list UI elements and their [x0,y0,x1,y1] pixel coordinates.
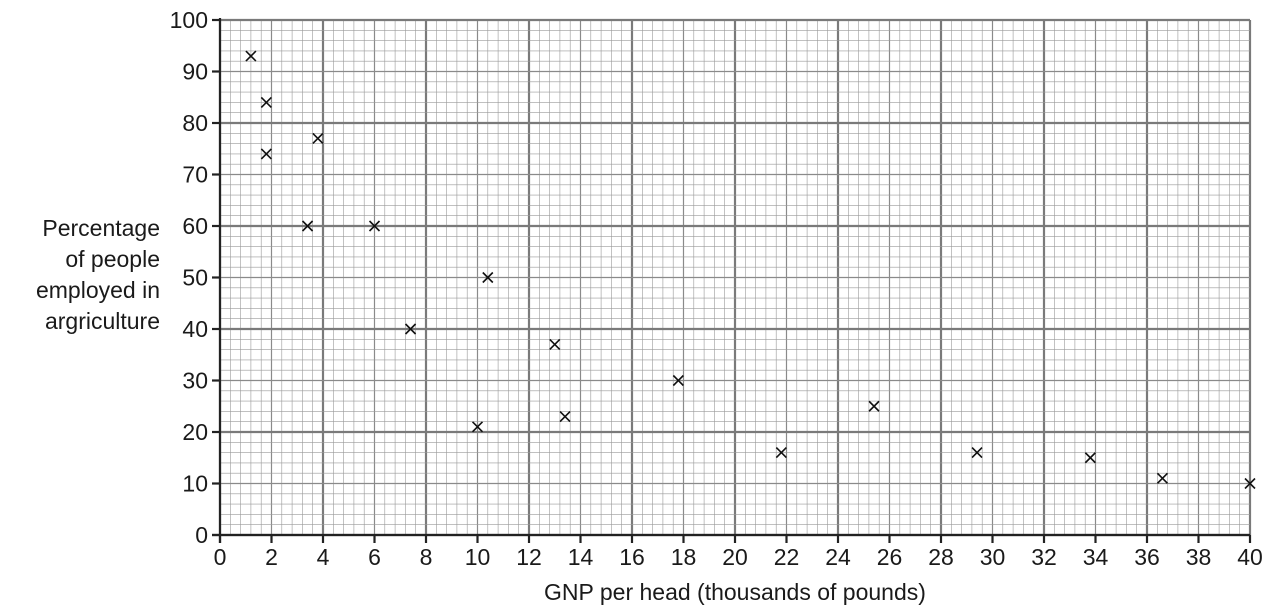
x-tick-label: 28 [928,544,954,570]
x-tick-label: 24 [825,544,851,570]
x-tick-labels: 0 2 4 6 8 10 12 14 16 18 20 22 24 26 28 30 32 34 36 38 40 [214,544,1263,570]
data-point [482,271,494,284]
x-tick-label: 14 [568,544,594,570]
data-point [404,323,417,335]
y-axis-title-line-1: Percentage [42,215,160,241]
x-tick-label: 10 [465,544,491,570]
data-point [559,410,571,423]
y-tick-label: 80 [182,110,208,136]
data-point [549,338,561,351]
y-tick-label: 90 [182,59,208,85]
data-point [245,50,257,62]
y-tick-label: 30 [182,368,208,394]
x-tick-label: 34 [1083,544,1109,570]
x-tick-label: 36 [1134,544,1160,570]
x-tick-label: 4 [317,544,330,570]
x-tick-label: 38 [1186,544,1212,570]
y-tick-label: 70 [182,162,208,188]
y-tick-label: 50 [182,265,208,291]
x-tick-label: 30 [980,544,1006,570]
x-tick-label: 32 [1031,544,1057,570]
x-tick-label: 22 [774,544,800,570]
grid [218,18,1252,537]
y-tick-label: 60 [182,213,208,239]
data-point [260,148,272,160]
y-axis-title-line-3: employed in [36,277,160,303]
data-point [368,220,381,232]
data-point [672,374,684,387]
y-axis-title: Percentage of people employed in argricu… [36,215,160,334]
data-point [301,220,314,232]
x-tick-label: 2 [265,544,278,570]
x-tick-label: 6 [368,544,381,570]
x-tick-label: 16 [619,544,645,570]
y-tick-label: 40 [182,316,208,342]
data-point [1156,472,1169,484]
data-points [245,50,1256,490]
y-tick-label: 20 [182,419,208,445]
data-point [775,447,787,459]
y-axis-title-line-2: of people [65,246,160,272]
data-point [1244,477,1256,490]
y-axis-title-line-4: argriculture [45,308,160,334]
data-point [312,132,324,145]
x-tick-label: 40 [1237,544,1263,570]
x-tick-label: 0 [214,544,227,570]
x-axis-title: GNP per head (thousands of pounds) [544,579,926,605]
x-tick-label: 20 [722,544,748,570]
y-tick-label: 0 [195,522,208,548]
data-point [1084,452,1096,464]
data-point [971,447,983,459]
y-tick-labels: 0 10 20 30 40 50 60 70 80 90 100 [170,7,208,548]
data-point [471,421,484,433]
data-point [868,400,880,412]
x-tick-label: 18 [671,544,697,570]
x-tick-label: 8 [420,544,433,570]
y-tick-label: 100 [170,7,208,33]
x-tick-label: 12 [516,544,542,570]
axes [212,18,1252,543]
x-tick-label: 26 [877,544,903,570]
data-point [260,96,272,108]
y-tick-label: 10 [182,471,208,497]
